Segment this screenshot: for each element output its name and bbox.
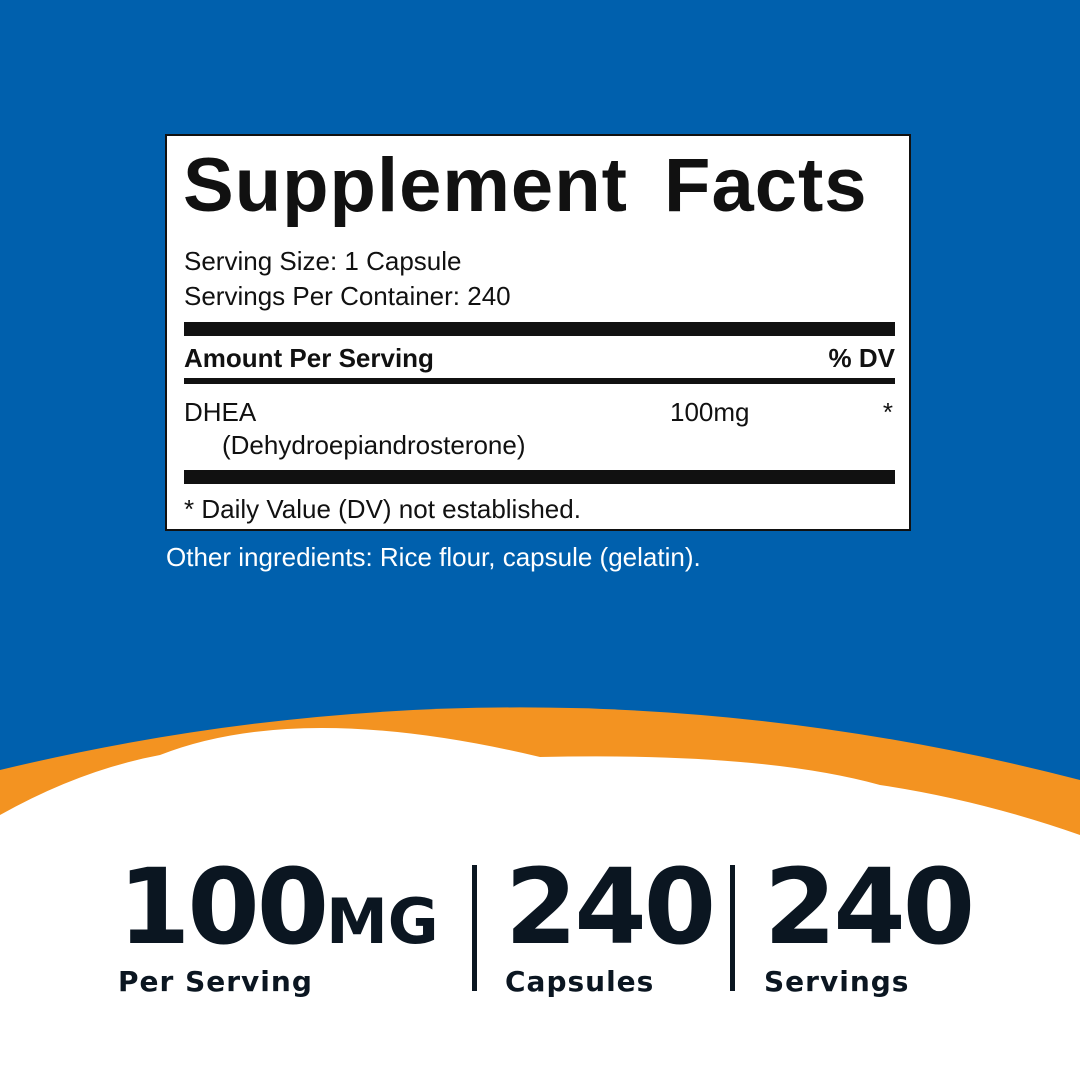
stat-label: Per Serving [118,965,313,998]
stat-unit: MG [326,885,439,958]
dv-header: % DV [828,343,895,373]
footnote: * Daily Value (DV) not established. [184,494,581,524]
stat-servings: 240 Servings [764,855,975,998]
ingredient-dv: * [882,397,893,427]
facts-title: Supplement Facts [183,143,868,228]
stat-label: Capsules [505,965,655,998]
stat-value: 240 [505,846,716,968]
other-ingredients: Other ingredients: Rice flour, capsule (… [166,542,701,572]
thick-divider-bottom [184,470,895,484]
stat-divider [730,865,735,991]
stat-per-serving: 100MG Per Serving [118,855,439,998]
supplement-facts-panel: Supplement Facts Serving Size: 1 Capsule… [165,134,911,531]
ingredient-subname: (Dehydroepiandrosterone) [222,430,526,460]
stat-value: 100 [118,846,329,968]
thick-divider [184,322,895,336]
serving-size: Serving Size: 1 Capsule [184,246,462,276]
ingredient-name: DHEA [184,397,257,427]
stat-label: Servings [764,965,910,998]
stat-capsules: 240 Capsules [505,855,716,998]
amount-header: Amount Per Serving [184,343,434,373]
divider [184,378,895,384]
servings-per-container: Servings Per Container: 240 [184,281,511,311]
ingredient-amount: 100mg [670,397,750,427]
stat-value: 240 [764,846,975,968]
stat-divider [472,865,477,991]
white-area [0,727,1080,1080]
